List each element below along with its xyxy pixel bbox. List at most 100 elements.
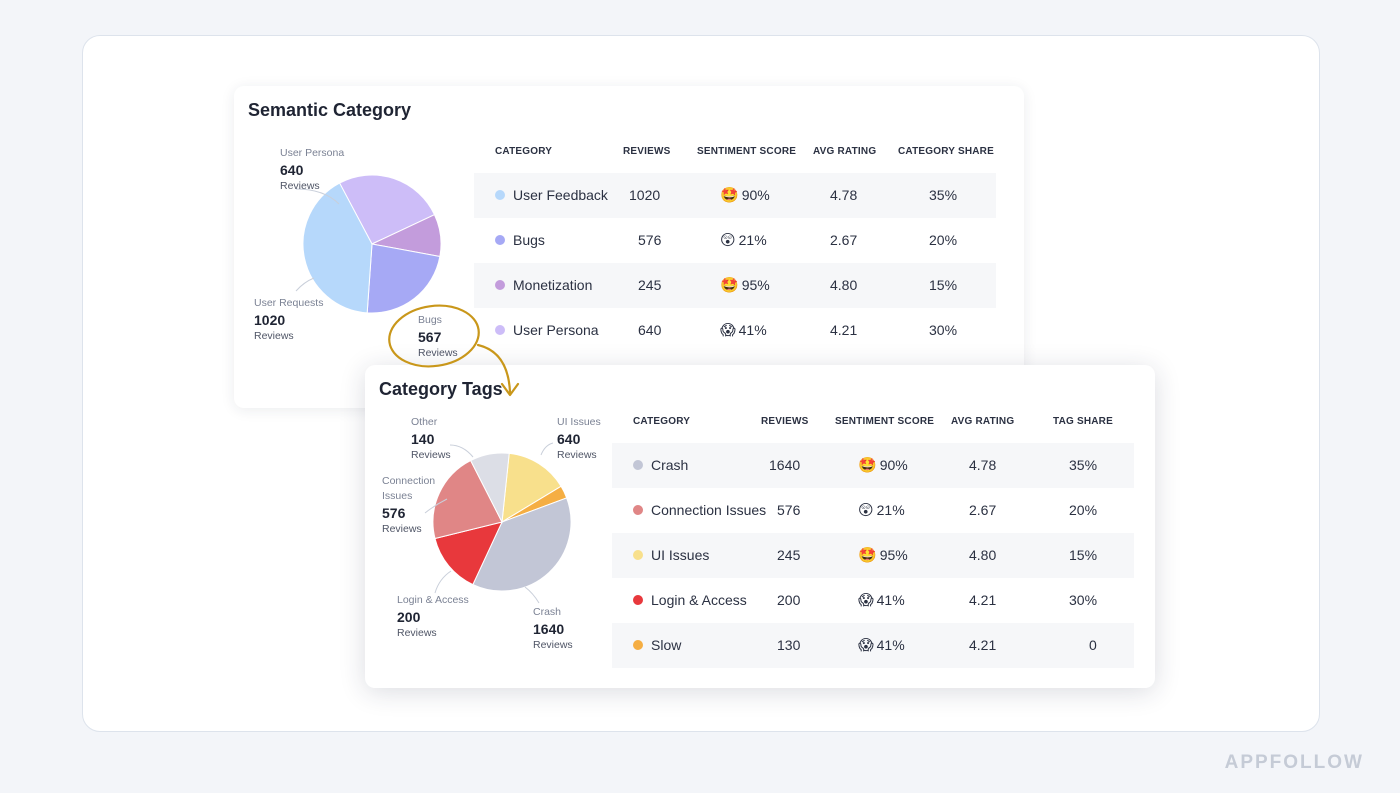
- category-color-dot: [633, 460, 643, 471]
- table-row[interactable]: Connection Issues 576 😲 21% 2.67 20%: [612, 488, 1134, 533]
- reviews-cell: 130: [777, 637, 801, 653]
- column-header-sentiment-score: SENTIMENT SCORE: [835, 416, 935, 427]
- rating-cell: 4.21: [969, 592, 997, 608]
- pie-slice-crash[interactable]: [472, 497, 572, 592]
- share-cell: 30%: [929, 322, 958, 338]
- category-color-dot: [633, 550, 643, 561]
- pie-slice-other[interactable]: [469, 452, 510, 524]
- category-cell: Connection Issues: [633, 488, 766, 533]
- semantic-category-title: Semantic Category: [248, 100, 412, 120]
- pie-label-user-persona: User Persona 640 Reviews: [280, 147, 345, 192]
- rating-cell: 4.78: [969, 457, 997, 473]
- reviews-cell: 576: [638, 232, 662, 248]
- rating-cell: 4.21: [969, 637, 997, 653]
- emoji-star-struck-icon: 🤩: [720, 277, 739, 294]
- reviews-cell: 1020: [629, 187, 661, 203]
- category-tags-table: CATEGORY REVIEWS SENTIMENT SCORE AVG RAT…: [612, 365, 1134, 688]
- column-header-avg-rating: AVG RATING: [951, 416, 1015, 427]
- sentiment-cell: 😱 41%: [858, 578, 905, 623]
- column-header-reviews: REVIEWS: [761, 416, 809, 427]
- pie-slice-ui-issues[interactable]: [501, 452, 562, 523]
- category-color-dot: [495, 190, 505, 201]
- reviews-cell: 245: [638, 277, 662, 293]
- sentiment-cell: 🤩 95%: [858, 533, 908, 578]
- column-header-tag-share: TAG SHARE: [1053, 416, 1113, 427]
- tags-pie-chart: [432, 452, 572, 592]
- category-cell: Bugs: [495, 218, 545, 263]
- table-row[interactable]: User Persona 640 😱 41% 4.21 30%: [474, 308, 996, 353]
- pie-slice-bugs[interactable]: [366, 243, 441, 314]
- category-cell: User Persona: [495, 308, 599, 353]
- pie-slice-login-access[interactable]: [434, 521, 503, 586]
- emoji-star-struck-icon: 🤩: [858, 457, 877, 474]
- category-color-dot: [633, 595, 643, 606]
- pie-label-crash: Crash 1640 Reviews: [533, 606, 573, 651]
- sentiment-cell: 😲 21%: [720, 218, 767, 263]
- emoji-star-struck-icon: 🤩: [858, 547, 877, 564]
- emoji-star-struck-icon: 🤩: [720, 187, 739, 204]
- reviews-cell: 1640: [769, 457, 801, 473]
- category-cell: UI Issues: [633, 533, 709, 578]
- pie-label-connection-issues: Connection Issues 576 Reviews: [382, 475, 436, 535]
- category-color-dot: [633, 640, 643, 651]
- table-row[interactable]: User Feedback 1020 🤩 90% 4.78 35%: [474, 173, 996, 218]
- column-header-reviews: REVIEWS: [623, 146, 671, 157]
- emoji-screaming-icon: 😱: [858, 592, 874, 609]
- rating-cell: 4.80: [969, 547, 997, 563]
- rating-cell: 4.21: [830, 322, 858, 338]
- rating-cell: 4.78: [830, 187, 858, 203]
- category-color-dot: [633, 505, 643, 516]
- pie-label-login-access: Login & Access 200 Reviews: [397, 594, 469, 639]
- reviews-cell: 640: [638, 322, 662, 338]
- category-cell: Crash: [633, 443, 688, 488]
- sentiment-cell: 😲 21%: [858, 488, 905, 533]
- emoji-screaming-icon: 😱: [720, 322, 736, 339]
- share-cell: 0: [1089, 637, 1097, 653]
- table-row[interactable]: UI Issues 245 🤩 95% 4.80 15%: [612, 533, 1134, 578]
- column-header-category: CATEGORY: [495, 146, 553, 157]
- category-tags-card: Category Tags Other 140 Reviews UI Issue…: [365, 365, 1155, 688]
- table-row[interactable]: Slow 130 😱 41% 4.21 0: [612, 623, 1134, 668]
- sentiment-cell: 😱 41%: [858, 623, 905, 668]
- share-cell: 30%: [1069, 592, 1098, 608]
- category-color-dot: [495, 280, 505, 291]
- column-header-category: CATEGORY: [633, 416, 691, 427]
- table-row[interactable]: Monetization 245 🤩 95% 4.80 15%: [474, 263, 996, 308]
- sentiment-cell: 🤩 90%: [720, 173, 770, 218]
- column-header-avg-rating: AVG RATING: [813, 146, 877, 157]
- appfollow-logo: APPFOLLOW: [1224, 752, 1364, 773]
- emoji-astonished-icon: 😲: [858, 502, 874, 519]
- pie-label-user-requests: User Requests 1020 Reviews: [254, 297, 324, 342]
- share-cell: 35%: [929, 187, 958, 203]
- rating-cell: 2.67: [969, 502, 997, 518]
- semantic-pie-chart: [302, 174, 442, 314]
- share-cell: 15%: [1069, 547, 1098, 563]
- table-row[interactable]: Bugs 576 😲 21% 2.67 20%: [474, 218, 996, 263]
- sentiment-cell: 😱 41%: [720, 308, 767, 353]
- semantic-category-table: CATEGORY REVIEWS SENTIMENT SCORE AVG RAT…: [474, 86, 996, 408]
- reviews-cell: 245: [777, 547, 801, 563]
- column-header-sentiment-score: SENTIMENT SCORE: [697, 146, 797, 157]
- reviews-cell: 200: [777, 592, 801, 608]
- rating-cell: 2.67: [830, 232, 858, 248]
- table-row[interactable]: Login & Access 200 😱 41% 4.21 30%: [612, 578, 1134, 623]
- pie-label-bugs: Bugs 567 Reviews: [418, 314, 458, 359]
- category-color-dot: [495, 235, 505, 246]
- reviews-cell: 576: [777, 502, 801, 518]
- category-cell: Monetization: [495, 263, 592, 308]
- share-cell: 20%: [1069, 502, 1098, 518]
- emoji-screaming-icon: 😱: [858, 637, 874, 654]
- column-header-category-share: CATEGORY SHARE: [898, 146, 994, 157]
- table-row[interactable]: Crash 1640 🤩 90% 4.78 35%: [612, 443, 1134, 488]
- pie-slice-connection-issues[interactable]: [432, 459, 503, 540]
- semantic-category-card: Semantic Category User Persona 640 Revie…: [234, 86, 1024, 408]
- category-tags-title: Category Tags: [379, 379, 503, 399]
- share-cell: 35%: [1069, 457, 1098, 473]
- category-cell: Login & Access: [633, 578, 747, 623]
- sentiment-cell: 🤩 90%: [858, 443, 908, 488]
- emoji-astonished-icon: 😲: [720, 232, 736, 249]
- share-cell: 15%: [929, 277, 958, 293]
- sentiment-cell: 🤩 95%: [720, 263, 770, 308]
- pie-label-ui-issues: UI Issues 640 Reviews: [557, 416, 601, 461]
- category-cell: User Feedback: [495, 173, 608, 218]
